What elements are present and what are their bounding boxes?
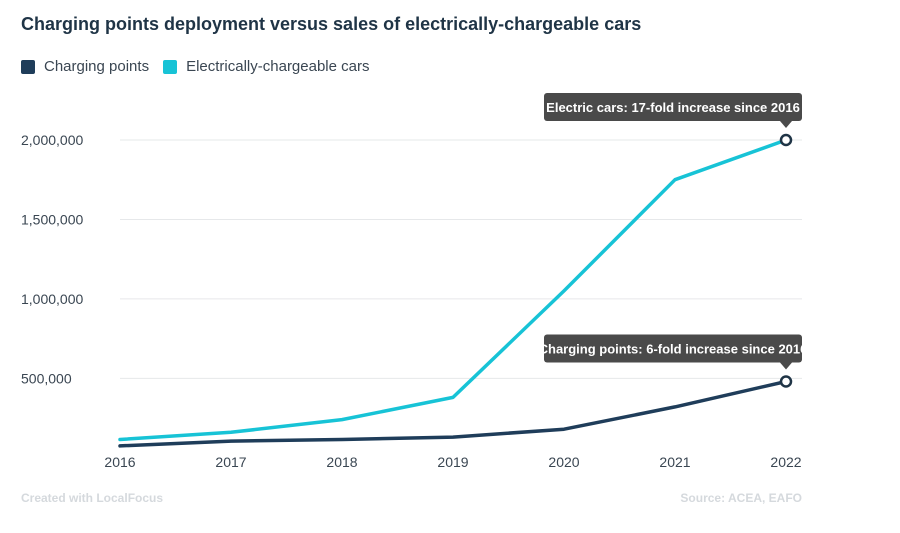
footer-source: Source: ACEA, EAFO xyxy=(680,491,802,505)
legend-label-charging-points: Charging points xyxy=(44,58,150,75)
x-tick-label: 2019 xyxy=(437,454,468,470)
footer-credit[interactable]: Created with LocalFocus xyxy=(21,491,164,505)
annotation-pointer xyxy=(780,121,792,128)
chart-title: Charging points deployment versus sales … xyxy=(21,14,642,34)
annotation-pointer xyxy=(780,362,792,370)
y-tick-label: 500,000 xyxy=(21,370,72,386)
y-tick-label: 1,000,000 xyxy=(21,291,83,307)
data-point-marker xyxy=(779,133,793,147)
annotation-electric-cars: Electric cars: 17-fold increase since 20… xyxy=(546,100,800,115)
y-tick-label: 2,000,000 xyxy=(21,132,83,148)
x-tick-label: 2018 xyxy=(326,454,357,470)
x-tick-label: 2020 xyxy=(548,454,579,470)
series-line-electric-cars xyxy=(118,138,788,442)
annotation-charging-points: Charging points: 6-fold increase since 2… xyxy=(539,342,808,357)
legend-label-electric-cars: Electrically-chargeable cars xyxy=(186,58,370,75)
series-line-charging-points xyxy=(118,379,788,448)
x-tick-label: 2017 xyxy=(215,454,246,470)
y-tick-label: 1,500,000 xyxy=(21,211,83,227)
annotation-box xyxy=(544,334,802,363)
x-tick-label: 2021 xyxy=(659,454,690,470)
legend-swatch-electric-cars xyxy=(163,59,178,74)
annotation-box xyxy=(544,93,802,121)
data-point-marker xyxy=(779,375,793,388)
legend: Charging points Electrically-chargeable … xyxy=(21,58,369,75)
legend-item-electric-cars[interactable]: Electrically-chargeable cars xyxy=(163,58,369,75)
x-tick-label: 2022 xyxy=(770,454,801,470)
legend-item-charging-points[interactable]: Charging points xyxy=(21,58,149,75)
legend-swatch-charging-points xyxy=(21,59,35,74)
x-tick-label: 2016 xyxy=(104,454,135,470)
